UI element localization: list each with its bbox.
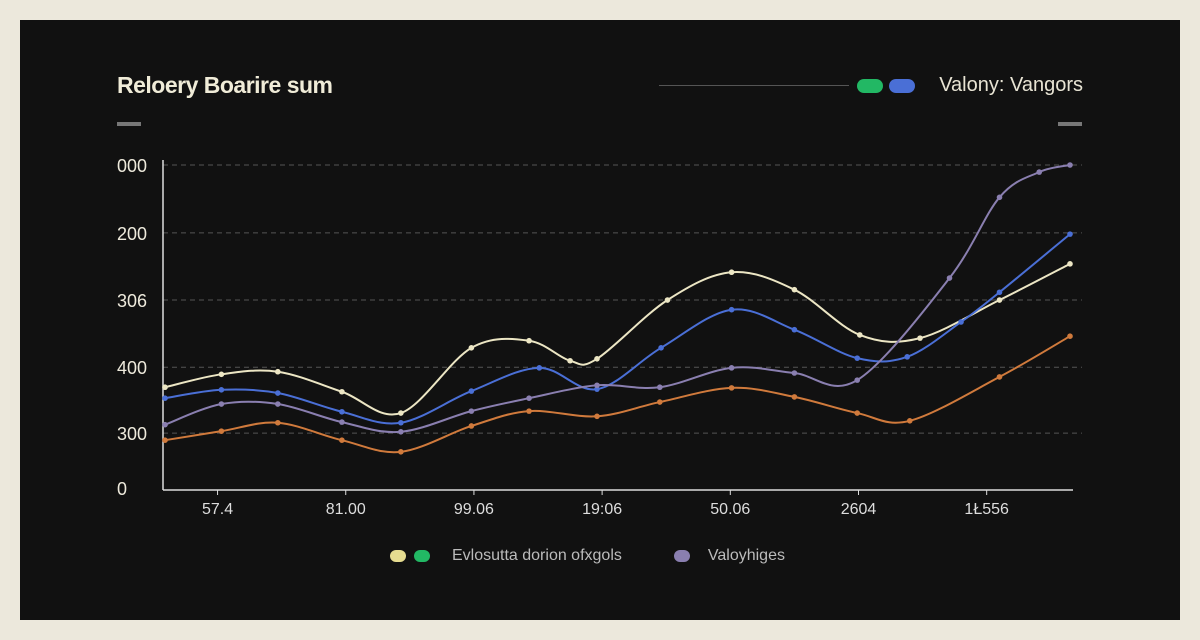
- data-point: [1067, 231, 1073, 237]
- data-point: [1067, 261, 1073, 267]
- chart-title: Reloery Boarire sum: [117, 72, 333, 98]
- data-point: [728, 385, 735, 391]
- data-point: [162, 384, 168, 391]
- data-point: [917, 335, 923, 341]
- data-point: [567, 357, 573, 364]
- data-point: [906, 418, 913, 424]
- y-tick-label: 400: [117, 358, 147, 378]
- y-tick-label: 200: [117, 224, 147, 244]
- data-point: [1067, 162, 1073, 168]
- data-point: [728, 269, 735, 276]
- x-tick-label: 99.06: [454, 501, 494, 518]
- data-point: [791, 370, 798, 376]
- x-tick-label: 81.00: [326, 501, 366, 518]
- data-point: [664, 297, 671, 303]
- data-point: [218, 371, 225, 378]
- series-line-1: [164, 233, 1071, 425]
- data-point: [468, 388, 475, 394]
- data-point: [996, 297, 1003, 303]
- data-point: [339, 408, 345, 415]
- x-tick-label: 2604: [841, 501, 877, 518]
- data-point: [526, 395, 532, 402]
- data-point: [1067, 333, 1073, 339]
- data-point: [856, 332, 863, 338]
- legend-swatch-green: [414, 550, 430, 562]
- data-point: [996, 374, 1003, 380]
- data-point: [854, 377, 861, 383]
- data-point: [657, 384, 663, 391]
- data-point: [398, 419, 404, 426]
- data-point: [854, 355, 861, 361]
- data-point: [791, 326, 798, 333]
- data-point: [594, 356, 600, 362]
- y-tick-label: 306: [117, 291, 147, 311]
- legend-label: Evlosutta dorion ofxgols: [452, 547, 622, 564]
- data-point: [728, 365, 735, 371]
- data-point: [526, 337, 532, 344]
- x-tick-label: 57.4: [202, 501, 233, 518]
- data-point: [946, 275, 953, 281]
- legend-bottom: Evlosutta dorion ofxgols Valoyhiges: [390, 547, 785, 565]
- data-point: [728, 306, 735, 313]
- series-line-2: [164, 164, 1071, 434]
- data-point: [791, 286, 798, 293]
- data-point: [162, 437, 168, 443]
- data-point: [594, 382, 600, 389]
- data-point: [468, 408, 475, 414]
- data-point: [657, 399, 663, 405]
- data-point: [162, 395, 168, 402]
- y-tick-label: 300: [117, 424, 147, 444]
- y-tick-label: 000: [117, 156, 147, 176]
- data-point: [996, 194, 1003, 201]
- legend-top: Valony: Vangors: [659, 74, 1083, 97]
- data-point: [594, 413, 600, 420]
- chart-panel: [20, 20, 1180, 620]
- data-point: [339, 419, 345, 425]
- data-point: [526, 408, 532, 414]
- x-tick-label: 19:06: [582, 501, 622, 518]
- data-point: [398, 449, 404, 455]
- data-point: [218, 387, 225, 393]
- series-line-3: [164, 335, 1071, 454]
- left-dash-marker: [117, 122, 141, 126]
- data-point: [854, 410, 861, 416]
- right-dash-marker: [1058, 122, 1082, 126]
- data-point: [162, 421, 168, 428]
- data-point: [904, 354, 911, 360]
- data-point: [1036, 169, 1043, 175]
- legend-swatch-purple: [673, 550, 690, 562]
- data-point: [339, 437, 345, 443]
- data-point: [275, 419, 281, 426]
- legend-top-label: Valony: Vangors: [939, 74, 1083, 96]
- data-point: [958, 319, 964, 325]
- x-tick-label: 50.06: [710, 501, 750, 518]
- x-tick-label: 1Ł556: [964, 501, 1009, 518]
- data-point: [398, 410, 404, 416]
- data-point: [468, 423, 475, 429]
- data-point: [996, 289, 1003, 296]
- legend-swatch-blue: [889, 78, 916, 93]
- data-point: [275, 368, 281, 375]
- legend-divider: [659, 85, 850, 86]
- y-tick-label: 0: [117, 479, 127, 499]
- data-point: [536, 365, 543, 371]
- data-point: [398, 428, 404, 435]
- data-point: [275, 390, 281, 396]
- data-point: [594, 386, 600, 392]
- series-line-0: [164, 262, 1071, 416]
- data-point: [468, 345, 475, 351]
- data-point: [218, 401, 225, 407]
- data-point: [658, 345, 664, 351]
- data-point: [791, 394, 798, 400]
- data-point: [218, 428, 225, 434]
- data-point: [339, 388, 345, 395]
- legend-swatch-green: [857, 78, 884, 93]
- legend-swatch-cream: [390, 550, 406, 562]
- legend-label: Valoyhiges: [707, 547, 785, 564]
- data-point: [275, 401, 281, 407]
